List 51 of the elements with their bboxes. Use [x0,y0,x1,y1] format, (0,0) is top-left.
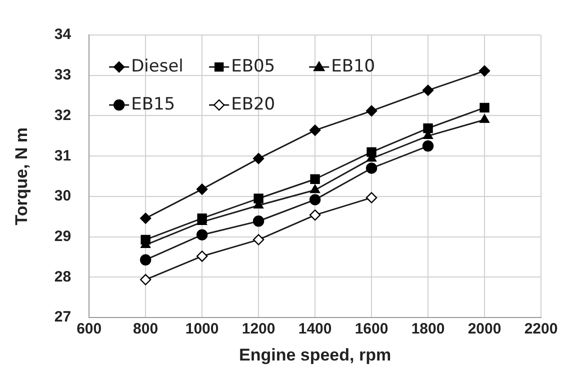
point [366,192,378,204]
x-tick-label: 2200 [524,320,558,338]
point [140,274,152,286]
point [422,140,434,152]
point [140,234,150,245]
legend-label: Diesel [131,56,184,76]
point [310,174,320,184]
y-tick-label: 31 [54,147,72,164]
legend-label: EB20 [231,94,276,114]
y-axis-title: Torque, N m [12,127,31,226]
x-tick-label: 2000 [468,320,502,338]
y-tick-label: 27 [54,308,72,326]
point [310,184,320,194]
x-tick-label: 600 [76,320,102,338]
point [423,123,433,134]
point [140,212,152,224]
x-tick-label: 1800 [411,320,445,338]
y-tick-label: 28 [54,268,72,286]
point [252,152,264,164]
y-tick-label: 32 [54,106,72,124]
x-tick-label: 1200 [242,320,276,338]
x-tick-label: 800 [133,320,158,338]
point [309,124,321,136]
x-axis-title: Engine speed, rpm [238,345,392,364]
x-tick-label: 1600 [354,320,388,338]
legend-label: EB10 [331,56,376,76]
point [197,213,207,224]
x-tick-label: 1000 [185,320,219,338]
point [196,229,208,240]
point [309,194,321,206]
point [140,254,152,266]
point [480,114,490,123]
y-tick-label: 29 [54,228,72,245]
point [422,84,434,96]
point [366,162,378,174]
point [480,102,490,113]
point [309,209,321,221]
point [252,234,264,246]
y-tick-label: 30 [54,188,72,205]
point [366,147,376,157]
point [254,194,264,204]
legend-label: EB05 [231,56,276,76]
y-tick-label: 34 [54,26,72,44]
point [196,250,208,262]
x-tick-label: 1400 [298,320,332,338]
point [366,105,378,116]
legend-label: EB15 [131,94,176,114]
point [478,65,490,77]
point [196,184,208,195]
point [252,216,264,227]
y-tick-label: 33 [54,66,72,84]
